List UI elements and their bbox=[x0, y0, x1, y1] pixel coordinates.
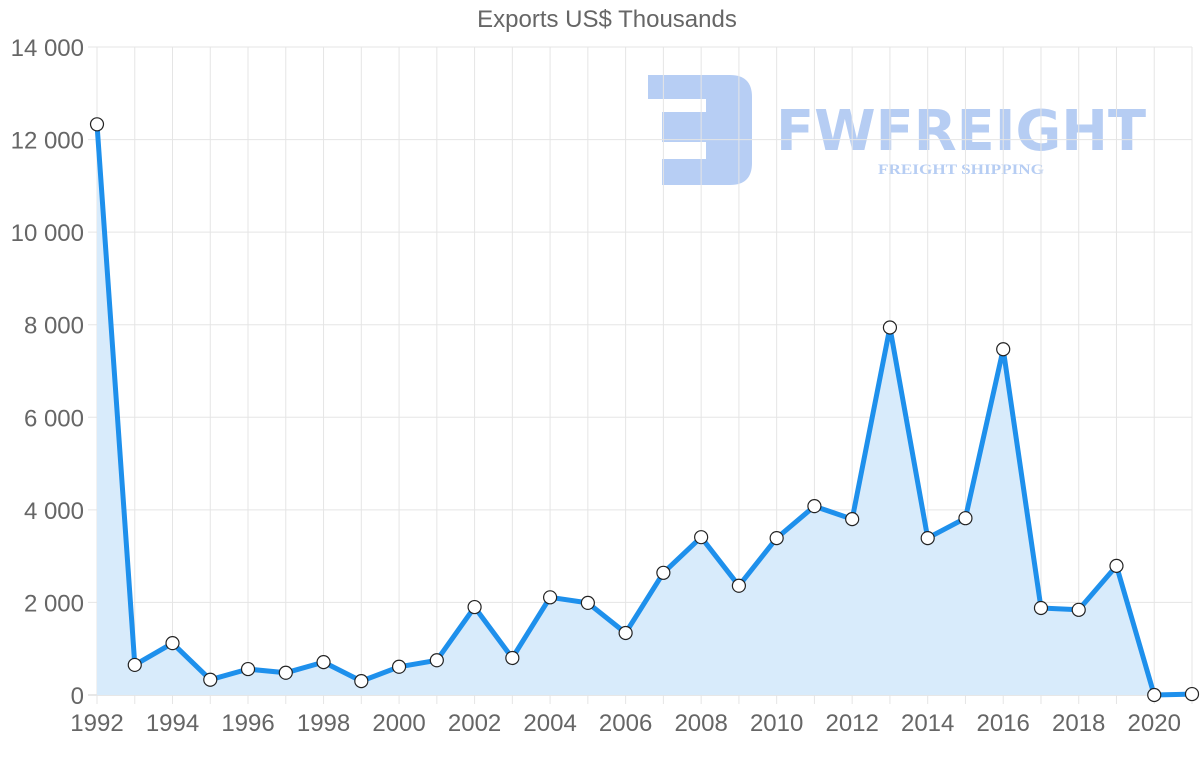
data-point[interactable] bbox=[316, 655, 331, 670]
y-tick-label: 8 000 bbox=[24, 313, 84, 340]
x-tick-label: 2014 bbox=[901, 710, 954, 737]
y-axis: 0 2 000 4 000 6 000 8 000 10 000 12 000 14 000 bbox=[11, 35, 84, 710]
data-point[interactable] bbox=[618, 625, 633, 641]
data-point[interactable] bbox=[807, 499, 822, 514]
watermark-brand: FWFREIGHT bbox=[776, 99, 1146, 164]
data-point[interactable] bbox=[127, 657, 142, 673]
data-point[interactable] bbox=[543, 590, 558, 605]
x-tick-label: 2002 bbox=[448, 710, 501, 737]
data-point[interactable] bbox=[882, 320, 898, 335]
data-point[interactable] bbox=[769, 530, 784, 546]
x-tick-label: 1996 bbox=[221, 710, 274, 737]
watermark-logo: FWFREIGHT FREIGHT SHIPPING bbox=[648, 75, 1146, 185]
data-point[interactable] bbox=[1184, 686, 1200, 702]
data-point[interactable] bbox=[203, 672, 218, 687]
x-tick-label: 2012 bbox=[825, 710, 878, 737]
x-tick-label: 1998 bbox=[297, 710, 350, 737]
data-point[interactable] bbox=[505, 650, 520, 666]
data-point[interactable] bbox=[1071, 602, 1086, 617]
data-point[interactable] bbox=[731, 578, 746, 593]
y-tick-label: 2 000 bbox=[24, 590, 84, 617]
data-point[interactable] bbox=[354, 674, 369, 689]
data-point[interactable] bbox=[1147, 687, 1162, 703]
data-point[interactable] bbox=[429, 653, 444, 668]
y-tick-label: 12 000 bbox=[11, 128, 84, 155]
data-point[interactable] bbox=[996, 342, 1011, 357]
data-point[interactable] bbox=[656, 565, 671, 580]
data-point[interactable] bbox=[845, 512, 860, 527]
data-point[interactable] bbox=[1033, 600, 1049, 616]
data-points bbox=[89, 117, 1200, 703]
data-point[interactable] bbox=[165, 636, 180, 651]
x-tick-label: 1994 bbox=[146, 710, 199, 737]
x-tick-label: 2000 bbox=[372, 710, 425, 737]
x-tick-label: 2016 bbox=[977, 710, 1030, 737]
y-tick-label: 4 000 bbox=[24, 498, 84, 525]
data-point[interactable] bbox=[920, 530, 935, 546]
x-tick-label: 2018 bbox=[1052, 710, 1105, 737]
y-tick-label: 0 bbox=[71, 683, 84, 710]
data-point[interactable] bbox=[391, 659, 407, 674]
area-fill bbox=[97, 124, 1192, 696]
y-tick-label: 14 000 bbox=[11, 35, 84, 62]
x-tick-label: 2004 bbox=[523, 710, 576, 737]
x-tick-label: 2010 bbox=[750, 710, 803, 737]
x-tick-label: 1992 bbox=[70, 710, 123, 737]
data-point[interactable] bbox=[694, 530, 709, 545]
data-point[interactable] bbox=[89, 117, 105, 132]
watermark-tagline: FREIGHT SHIPPING bbox=[878, 162, 1044, 178]
data-point[interactable] bbox=[240, 661, 256, 677]
x-tick-label: 2020 bbox=[1128, 710, 1181, 737]
chart-title: Exports US$ Thousands bbox=[477, 6, 737, 33]
data-point[interactable] bbox=[958, 511, 973, 526]
y-tick-label: 10 000 bbox=[11, 220, 84, 247]
y-tick-label: 6 000 bbox=[24, 405, 84, 432]
x-tick-label: 2008 bbox=[674, 710, 727, 737]
x-axis: 1992 1994 1996 1998 2000 2002 2004 2006 2008 2010… bbox=[70, 710, 1181, 737]
x-tick-label: 2006 bbox=[599, 710, 652, 737]
data-point[interactable] bbox=[278, 665, 293, 680]
data-point[interactable] bbox=[580, 595, 595, 610]
data-point[interactable] bbox=[1109, 558, 1124, 573]
brand-logo-icon bbox=[648, 75, 752, 185]
data-point[interactable] bbox=[467, 599, 482, 615]
